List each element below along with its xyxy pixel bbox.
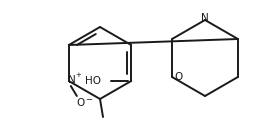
Text: O: O (77, 98, 85, 108)
Text: N: N (68, 75, 76, 85)
Text: +: + (75, 72, 81, 78)
Text: −: − (85, 95, 92, 104)
Text: HO: HO (85, 76, 101, 86)
Text: N: N (201, 13, 209, 23)
Text: O: O (174, 72, 182, 82)
